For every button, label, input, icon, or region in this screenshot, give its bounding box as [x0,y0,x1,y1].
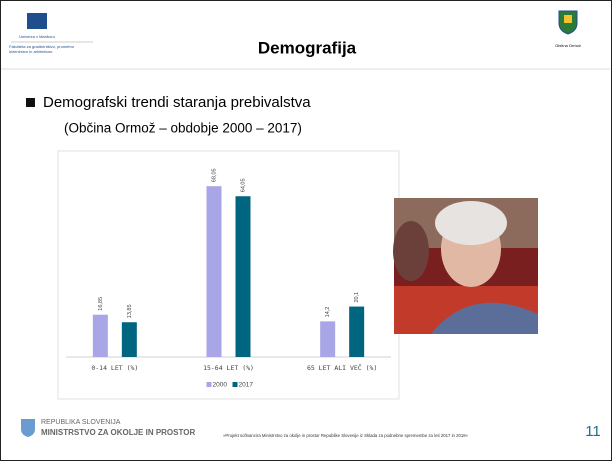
data-label: 13,85 [127,304,133,318]
x-tick-label: 0-14 LET (%) [91,364,138,372]
faculty-box: Fakulteta za gradbeništvo, prometno inže… [9,44,89,58]
data-label: 14,2 [325,307,331,318]
ministry-line2: MINISTRSTVO ZA OKOLJE IN PROSTOR [41,428,195,437]
legend-swatch [207,382,212,387]
bullet-mark [26,98,35,107]
bar [236,196,251,357]
legend-label: 2000 [213,382,228,389]
bullet-text: Demografski trendi staranja prebivalstva [43,94,311,111]
municipality-name: Občina Ormož [555,43,581,48]
x-tick-label: 65 LET ALI VEČ (%) [307,363,377,372]
bar [349,307,364,357]
bar [122,322,137,357]
slide-title: Demografija [258,38,357,57]
x-tick-label: 15-64 LET (%) [203,364,254,372]
slide-canvas: Univerza v Mariboru Fakulteta za gradben… [1,1,610,459]
photo [393,198,538,334]
data-label: 16,85 [98,297,104,311]
chart-frame [58,151,399,399]
data-label: 68,05 [211,168,217,182]
legend-label: 2017 [239,382,254,389]
ministry-line1: REPUBLIKA SLOVENIJA [41,419,121,426]
slide: Univerza v Mariboru Fakulteta za gradben… [0,0,612,461]
university-name: Univerza v Mariboru [19,34,55,39]
chart: 0-14 LET (%) 16,85 13,85 15-64 LET (%) 68,05… [66,168,391,388]
footer-note: »Projekt sofinancira Ministrstvo za okol… [223,433,469,438]
ministry-logo [21,419,35,437]
data-label: 64,05 [240,178,246,192]
bar [93,315,108,357]
data-label: 20,1 [354,292,360,303]
crest-detail [564,15,572,23]
subtitle: (Občina Ormož – obdobje 2000 – 2017) [64,121,302,136]
legend-swatch [233,382,238,387]
university-logo [27,13,47,29]
bar [320,321,335,357]
bar [207,186,222,357]
page-number: 11 [585,423,601,440]
faculty-name: Fakulteta za gradbeništvo, prometno inže… [9,44,89,54]
